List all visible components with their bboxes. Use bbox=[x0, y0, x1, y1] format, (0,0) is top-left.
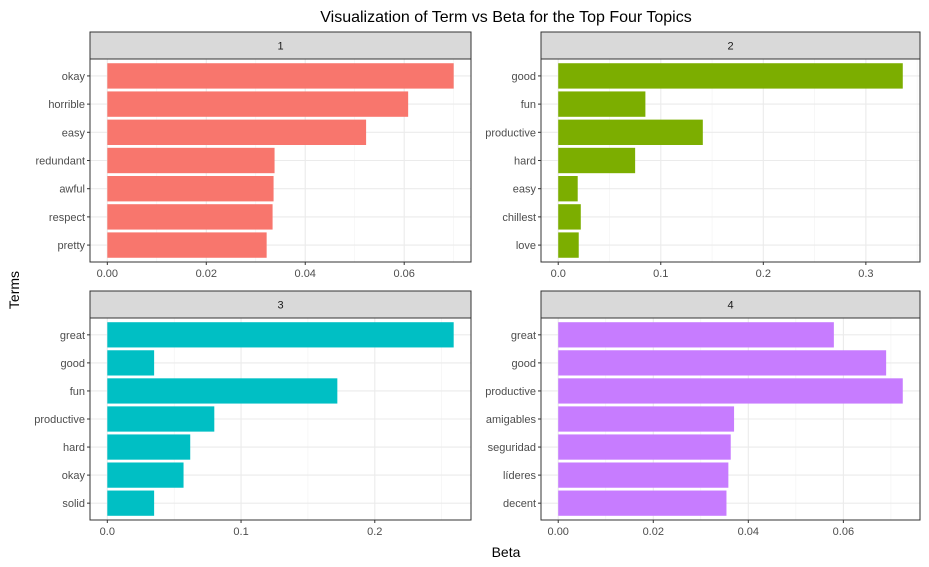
y-tick-label: solid bbox=[62, 498, 85, 510]
bar-solid bbox=[107, 490, 155, 516]
facet-panel-2: 2 good fun productive hard easy chillest love 0.… bbox=[485, 31, 921, 280]
bar-líderes bbox=[558, 462, 729, 488]
bar-decent bbox=[558, 490, 727, 516]
y-tick-label: productive bbox=[485, 386, 536, 398]
bar-hard bbox=[558, 147, 636, 174]
facet-strip bbox=[89, 31, 472, 60]
y-tick-label: hard bbox=[514, 156, 536, 168]
bar-productive bbox=[558, 378, 903, 404]
x-tick-label: 0.2 bbox=[756, 268, 771, 280]
y-tick-label: fun bbox=[70, 386, 85, 398]
x-tick-label: 0.1 bbox=[653, 268, 668, 280]
facet-strip-label: 3 bbox=[277, 300, 283, 312]
x-tick-label: 0.1 bbox=[233, 526, 248, 538]
y-tick-label: great bbox=[60, 330, 85, 342]
bar-productive bbox=[107, 406, 215, 432]
bar-love bbox=[558, 232, 579, 258]
y-tick-label: okay bbox=[62, 470, 86, 482]
facet-strip-label: 2 bbox=[727, 41, 733, 53]
bar-chillest bbox=[558, 204, 581, 230]
y-tick-label: productive bbox=[34, 414, 85, 426]
bar-great bbox=[107, 322, 454, 348]
y-tick-label: redundant bbox=[35, 156, 85, 168]
bar-good bbox=[558, 350, 887, 376]
bar-redundant bbox=[107, 147, 275, 174]
facet-panel-3: 3 great good fun productive hard okay solid 0.0 0… bbox=[34, 290, 472, 538]
bar-good bbox=[558, 63, 903, 89]
y-tick-label: líderes bbox=[503, 470, 537, 482]
bar-seguridad bbox=[558, 434, 731, 460]
y-tick-label: okay bbox=[62, 71, 86, 83]
bar-fun bbox=[558, 91, 646, 117]
y-tick-label: decent bbox=[503, 498, 536, 510]
y-tick-label: love bbox=[516, 240, 536, 252]
bar-amigables bbox=[558, 406, 735, 432]
y-tick-label: good bbox=[61, 358, 85, 370]
y-tick-label: productive bbox=[485, 127, 536, 139]
y-axis-title: Terms bbox=[6, 271, 22, 309]
x-tick-label: 0.06 bbox=[833, 526, 854, 538]
bar-horrible bbox=[107, 91, 409, 117]
bar-awful bbox=[107, 176, 274, 202]
y-tick-label: awful bbox=[59, 184, 85, 196]
bar-okay bbox=[107, 63, 454, 89]
x-tick-label: 0.00 bbox=[97, 268, 118, 280]
y-tick-label: fun bbox=[521, 99, 536, 111]
y-tick-label: hard bbox=[63, 442, 85, 454]
x-tick-label: 0.04 bbox=[295, 268, 316, 280]
x-tick-label: 0.0 bbox=[551, 268, 566, 280]
bar-respect bbox=[107, 204, 273, 230]
y-tick-label: respect bbox=[49, 212, 85, 224]
y-tick-label: good bbox=[512, 71, 536, 83]
facet-panels: 1 okay horrible easy redundant awful respect pr… bbox=[34, 31, 921, 538]
x-tick-label: 0.06 bbox=[393, 268, 414, 280]
bar-productive bbox=[558, 119, 703, 145]
bar-okay bbox=[107, 462, 184, 488]
facet-panel-1: 1 okay horrible easy redundant awful respect pr… bbox=[35, 31, 472, 280]
facet-strip-label: 4 bbox=[727, 300, 733, 312]
bar-pretty bbox=[107, 232, 267, 258]
facet-strip bbox=[540, 290, 921, 319]
y-tick-label: pretty bbox=[57, 240, 85, 252]
y-tick-label: chillest bbox=[502, 212, 536, 224]
x-tick-label: 0.3 bbox=[858, 268, 873, 280]
chart-title: Visualization of Term vs Beta for the To… bbox=[320, 9, 691, 26]
x-tick-label: 0.2 bbox=[367, 526, 382, 538]
y-tick-label: easy bbox=[62, 127, 86, 139]
bar-easy bbox=[558, 176, 578, 202]
x-tick-label: 0.0 bbox=[100, 526, 115, 538]
y-tick-label: horrible bbox=[48, 99, 85, 111]
facet-strip-label: 1 bbox=[277, 41, 283, 53]
y-tick-label: good bbox=[512, 358, 536, 370]
bar-hard bbox=[107, 434, 191, 460]
bar-easy bbox=[107, 119, 367, 145]
facet-panel-4: 4 great good productive amigables seguridad lí… bbox=[485, 290, 921, 538]
bar-great bbox=[558, 322, 834, 348]
x-tick-label: 0.04 bbox=[738, 526, 759, 538]
x-tick-label: 0.00 bbox=[548, 526, 569, 538]
y-tick-label: easy bbox=[513, 184, 537, 196]
bar-fun bbox=[107, 378, 338, 404]
bar-good bbox=[107, 350, 155, 376]
x-axis-title: Beta bbox=[492, 544, 521, 560]
x-tick-label: 0.02 bbox=[196, 268, 217, 280]
y-tick-label: seguridad bbox=[488, 442, 536, 454]
y-tick-label: amigables bbox=[486, 414, 537, 426]
y-tick-label: great bbox=[511, 330, 536, 342]
x-tick-label: 0.02 bbox=[643, 526, 664, 538]
facet-strip bbox=[89, 290, 472, 319]
